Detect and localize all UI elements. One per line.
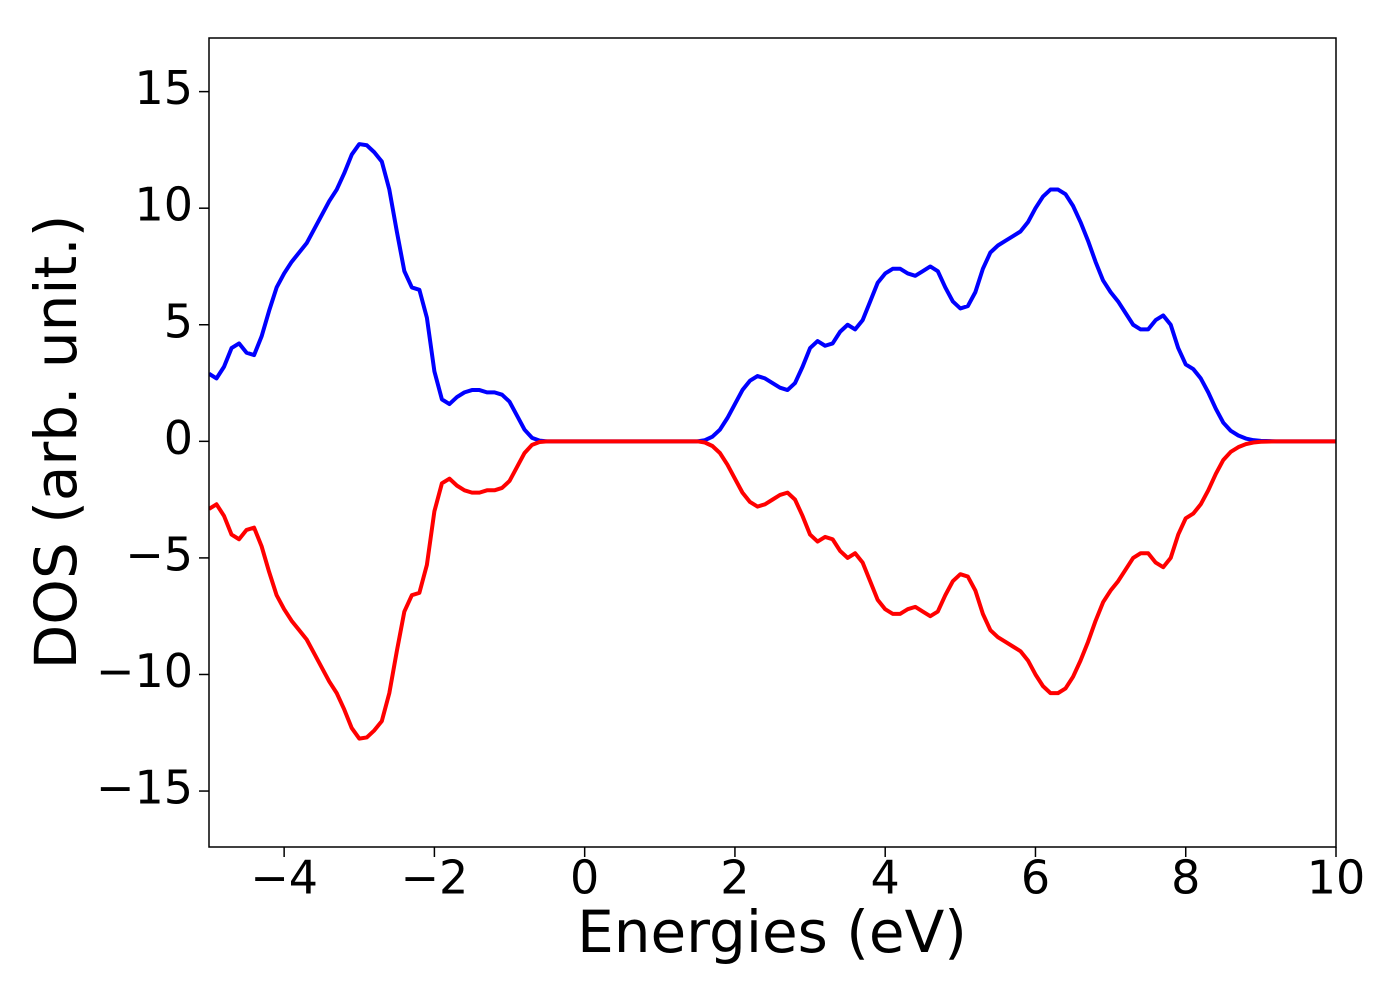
y-tick-label: −10 (96, 644, 193, 698)
line-series (209, 142, 1336, 444)
y-tick-label: −5 (125, 527, 193, 581)
x-tick-label: 8 (1171, 851, 1200, 905)
y-tick-label: 10 (134, 178, 193, 232)
x-tick-label: 6 (1021, 851, 1050, 905)
x-tick-label: −4 (250, 851, 318, 905)
x-tick-label: 0 (570, 851, 599, 905)
y-tick-label: 5 (164, 294, 193, 348)
x-tick-label: 2 (720, 851, 749, 905)
line-series (209, 439, 1336, 741)
x-axis-label: Energies (eV) (577, 898, 967, 966)
plot-frame (208, 37, 1337, 848)
x-tick-label: 10 (1307, 851, 1366, 905)
y-tick-label: 15 (134, 61, 193, 115)
x-tick-label: −2 (400, 851, 468, 905)
y-tick-label: 0 (164, 411, 193, 465)
y-tick-label: −15 (96, 761, 193, 815)
x-tick-label: 4 (871, 851, 900, 905)
y-axis-label: DOS (arb. unit.) (22, 215, 90, 670)
